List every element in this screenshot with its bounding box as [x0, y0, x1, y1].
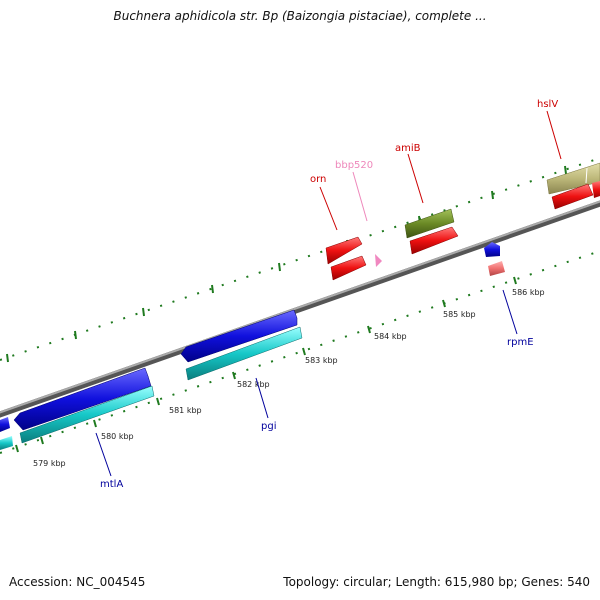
cds-cyan	[185, 326, 303, 381]
cds-red	[409, 226, 459, 255]
gene-label-pgi: pgi	[261, 421, 276, 432]
major-tick	[211, 284, 214, 294]
leader-hslV	[546, 110, 562, 160]
feature-orn[interactable]	[325, 236, 367, 281]
cds-red	[592, 181, 600, 198]
kbp-labels: 579 kbp 580 kbp 581 kbp 582 kbp 583 kbp …	[33, 288, 545, 468]
kbp-label: 582 kbp	[237, 380, 270, 389]
kbp-label: 581 kbp	[169, 406, 202, 415]
major-tick	[491, 190, 494, 200]
feature-mtlA[interactable]	[0, 367, 155, 450]
kbp-label: 586 kbp	[512, 288, 545, 297]
leader-bbp520	[352, 171, 368, 222]
cds-blue	[13, 367, 152, 431]
major-tick	[93, 419, 97, 428]
topology-summary: Topology: circular; Length: 615,980 bp; …	[283, 575, 590, 589]
major-tick	[442, 299, 446, 308]
lower-tick-track	[0, 250, 600, 454]
major-tick	[15, 444, 19, 453]
cds-pink	[375, 254, 382, 267]
major-tick	[367, 325, 371, 334]
feature-amiB[interactable]	[404, 208, 459, 255]
gene-label-orn: orn	[310, 174, 326, 185]
cds-red	[551, 183, 594, 210]
major-tick	[40, 436, 44, 445]
major-ticks	[15, 276, 517, 453]
kbp-label: 579 kbp	[33, 459, 66, 468]
cds-olive	[404, 208, 455, 239]
leader-pgi	[255, 377, 269, 419]
cds-red	[325, 236, 363, 265]
leader-mtlA	[95, 432, 112, 477]
leader-amiB	[407, 153, 424, 204]
gene-labels: mtlA pgi orn bbp520 amiB hslV rpmE	[100, 99, 558, 490]
major-tick	[564, 165, 567, 175]
cds-red	[330, 255, 367, 281]
gene-label-rpmE: rpmE	[507, 337, 534, 348]
leader-rpmE	[502, 289, 518, 335]
upper-tick-track	[0, 157, 600, 361]
cds-cyan	[19, 385, 155, 444]
genome-backbone	[0, 200, 600, 418]
kbp-label: 583 kbp	[305, 356, 338, 365]
gene-label-bbp520: bbp520	[335, 160, 373, 171]
major-tick	[74, 330, 77, 340]
feature-hslV[interactable]	[546, 162, 600, 210]
cds-salmon	[488, 261, 505, 276]
kbp-label: 584 kbp	[374, 332, 407, 341]
kbp-label: 585 kbp	[443, 310, 476, 319]
major-tick	[232, 371, 236, 380]
feature-bbp520[interactable]	[375, 254, 382, 267]
cds-blue	[180, 309, 298, 363]
leader-orn	[319, 186, 338, 231]
major-tick	[156, 397, 160, 406]
cds-cyan-edge	[0, 436, 13, 450]
major-tick	[6, 353, 9, 363]
feature-rpmE[interactable]	[484, 242, 505, 276]
label-leaders	[95, 110, 562, 477]
feature-pgi[interactable]	[180, 309, 303, 381]
gene-label-mtlA: mtlA	[100, 479, 123, 490]
kbp-label: 580 kbp	[101, 432, 134, 441]
gene-label-hslV: hslV	[537, 99, 558, 110]
major-tick	[302, 347, 306, 356]
accession-text: Accession: NC_004545	[9, 575, 146, 589]
major-tick	[142, 307, 145, 317]
cds-blue	[484, 242, 500, 257]
gene-label-amiB: amiB	[395, 143, 421, 154]
major-tick	[278, 262, 281, 272]
major-tick	[513, 276, 517, 285]
map-title: Buchnera aphidicola str. Bp (Baizongia p…	[113, 9, 487, 23]
cds-blue-edge	[0, 417, 10, 432]
